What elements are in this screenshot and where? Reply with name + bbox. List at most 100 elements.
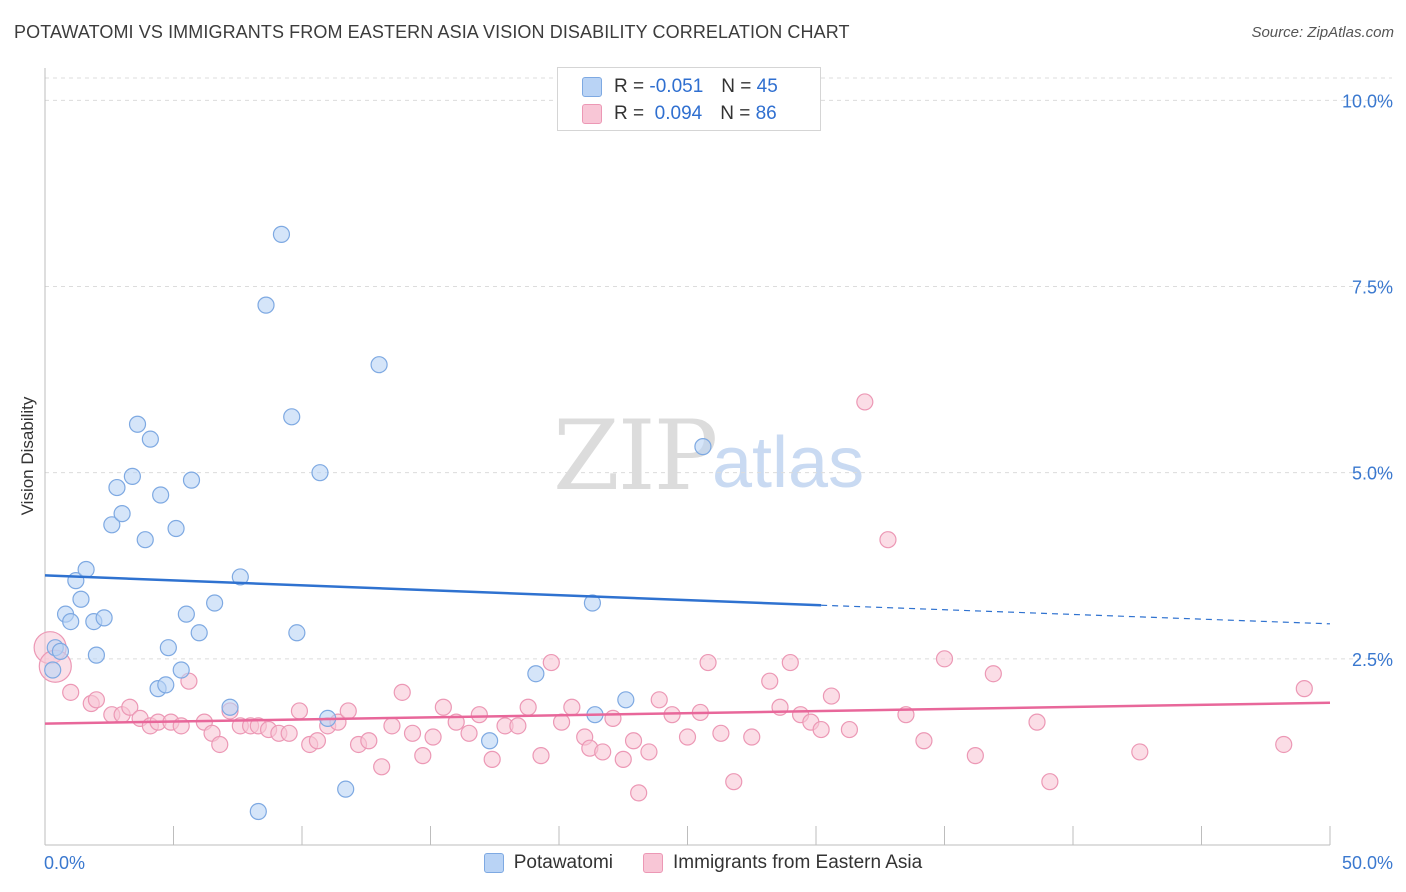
potawatomi-point	[249, 802, 267, 821]
x-tick-label-max: 50.0%	[1342, 853, 1393, 873]
potawatomi-point	[182, 471, 201, 489]
eastern-asia-point	[915, 732, 933, 750]
potawatomi-point	[177, 605, 195, 623]
eastern-asia-point	[373, 758, 391, 776]
potawatomi-point	[77, 560, 95, 579]
correlation-legend: R = -0.051 N = 45 R = 0.094 N = 86	[557, 67, 821, 131]
potawatomi-point	[527, 665, 545, 683]
potawatomi-point	[128, 415, 147, 433]
eastern-asia-point	[519, 698, 537, 716]
legend-n-label: N =	[720, 103, 751, 124]
potawatomi-point	[159, 639, 177, 657]
potawatomi-point	[72, 590, 90, 608]
legend-label: Immigrants from Eastern Asia	[673, 852, 923, 873]
eastern-asia-point	[630, 784, 648, 802]
potawatomi-point	[141, 430, 159, 448]
eastern-asia-point	[563, 698, 581, 716]
eastern-asia-point	[935, 650, 954, 668]
potawatomi-point	[123, 467, 141, 485]
series-legend: Potawatomi Immigrants from Eastern Asia	[0, 852, 1406, 874]
eastern-asia-point	[761, 672, 779, 690]
eastern-asia-point	[211, 735, 229, 754]
y-tick-label: 2.5%	[1352, 650, 1393, 670]
legend-r-label: R =	[614, 103, 645, 124]
eastern-asia-point	[1275, 735, 1293, 754]
eastern-asia-point	[712, 724, 730, 742]
watermark-atlas: atlas	[712, 423, 865, 503]
eastern-asia-point	[383, 717, 401, 735]
potawatomi-point	[190, 624, 208, 642]
eastern-asia-point	[743, 728, 761, 746]
eastern-asia-point	[532, 747, 550, 765]
potawatomi-point	[694, 438, 712, 456]
eastern-asia-point	[822, 687, 841, 705]
potawatomi-point	[113, 505, 131, 523]
legend-r-label: R =	[614, 76, 645, 97]
eastern-asia-trend-line	[44, 701, 1331, 725]
potawatomi-point	[617, 691, 635, 709]
potawatomi-point	[103, 516, 121, 534]
eastern-asia-point	[414, 747, 432, 765]
eastern-asia-point	[725, 773, 743, 791]
potawatomi-point	[370, 356, 388, 374]
eastern-asia-point	[1041, 773, 1059, 791]
eastern-asia-point	[308, 732, 327, 750]
eastern-asia-point	[812, 720, 830, 739]
potawatomi-point	[481, 732, 499, 750]
legend-n-value: 45	[756, 76, 778, 97]
legend-row-potawatomi: R = -0.051 N = 45	[582, 75, 778, 99]
legend-r-value: 0.094	[654, 103, 703, 124]
watermark-zip: ZIP	[553, 400, 718, 512]
potawatomi-point	[87, 646, 106, 664]
potawatomi-point	[272, 225, 291, 243]
legend-n-value: 86	[755, 103, 777, 124]
legend-n-label: N =	[721, 76, 752, 97]
eastern-asia-point	[1295, 680, 1313, 698]
potawatomi-point	[283, 408, 301, 426]
potawatomi-point	[108, 478, 126, 497]
eastern-asia-point	[62, 683, 80, 701]
potawatomi-point	[311, 464, 329, 482]
eastern-asia-point	[470, 706, 488, 724]
legend-label: Potawatomi	[513, 852, 614, 873]
legend-r-value: -0.051	[649, 76, 704, 97]
eastern-asia-point	[984, 665, 1002, 683]
pink-swatch	[643, 853, 664, 873]
eastern-asia-point	[403, 724, 422, 742]
potawatomi-point	[51, 642, 70, 660]
potawatomi-point	[136, 531, 154, 549]
source-credit: Source: ZipAtlas.com	[1251, 24, 1394, 41]
eastern-asia-point	[1131, 743, 1149, 761]
eastern-asia-point	[624, 732, 643, 750]
potawatomi-point	[95, 609, 113, 627]
chart-title: POTAWATOMI VS IMMIGRANTS FROM EASTERN AS…	[14, 22, 850, 42]
eastern-asia-point	[1028, 713, 1046, 731]
eastern-asia-point	[360, 732, 378, 750]
eastern-asia-point	[840, 720, 859, 739]
potawatomi-trend-line	[44, 574, 822, 607]
eastern-asia-point	[699, 653, 717, 672]
eastern-asia-point	[856, 393, 874, 411]
eastern-asia-point	[966, 747, 984, 765]
potawatomi-point	[44, 661, 62, 679]
potawatomi-trend-extension	[821, 604, 1331, 625]
eastern-asia-point	[339, 702, 357, 720]
eastern-asia-point	[604, 709, 622, 728]
eastern-asia-point	[640, 743, 658, 761]
y-axis-label: Vision Disability	[18, 396, 37, 516]
y-tick-label: 5.0%	[1352, 464, 1393, 484]
eastern-asia-point	[424, 728, 442, 746]
eastern-asia-point	[290, 702, 309, 720]
eastern-asia-point	[483, 750, 501, 768]
potawatomi-point	[288, 624, 306, 642]
eastern-asia-point	[879, 531, 897, 549]
eastern-asia-point	[434, 698, 452, 716]
potawatomi-point	[172, 661, 190, 679]
legend-item-potawatomi[interactable]: Potawatomi	[483, 852, 614, 874]
potawatomi-point	[157, 676, 175, 694]
legend-row-eastern-asia: R = 0.094 N = 86	[582, 102, 777, 126]
legend-item-eastern-asia[interactable]: Immigrants from Eastern Asia	[643, 852, 922, 874]
eastern-asia-point	[509, 717, 527, 735]
potawatomi-point	[167, 519, 185, 538]
